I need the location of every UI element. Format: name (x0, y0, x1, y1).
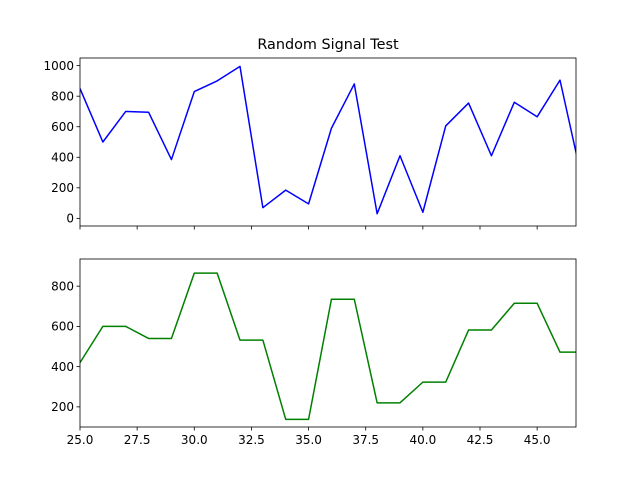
bottom-x-tick-label: 45.0 (524, 433, 551, 447)
bottom-x-tick-label: 27.5 (124, 433, 151, 447)
top-y-tick-label: 400 (51, 151, 74, 165)
bottom-y-tick-label: 600 (51, 320, 74, 334)
bottom-x-tick-label: 32.5 (238, 433, 265, 447)
bottom-axes-frame (79, 258, 577, 428)
chart-title: Random Signal Test (257, 37, 399, 53)
bottom-x-tick-label: 30.0 (181, 433, 208, 447)
bottom-series-line-0 (80, 272, 576, 421)
top-y-tick-label: 800 (51, 89, 74, 103)
top-axes-frame (79, 57, 577, 227)
bottom-y-tick-label: 800 (51, 279, 74, 293)
bottom-x-tick-label: 40.0 (409, 433, 436, 447)
top-y-tick-label: 600 (51, 120, 74, 134)
top-y-tick-label: 1000 (43, 59, 74, 73)
bottom-x-tick-label: 37.5 (352, 433, 379, 447)
top-axes: 0 200 400 600 800 1000 (43, 57, 577, 230)
top-y-tick-label: 200 (51, 181, 74, 195)
bottom-x-tick-label: 25.0 (67, 433, 94, 447)
bottom-y-tick-label: 200 (51, 400, 74, 414)
bottom-x-tick-label: 35.0 (295, 433, 322, 447)
bottom-y-tick-label: 400 (51, 360, 74, 374)
bottom-axes: 200 400 600 800 25.0 27.5 30.0 32.5 35.0 37.5 40.0… (51, 258, 577, 447)
top-series-line-0 (80, 65, 576, 215)
bottom-x-tick-label: 42.5 (467, 433, 494, 447)
top-y-tick-label: 0 (66, 212, 74, 226)
